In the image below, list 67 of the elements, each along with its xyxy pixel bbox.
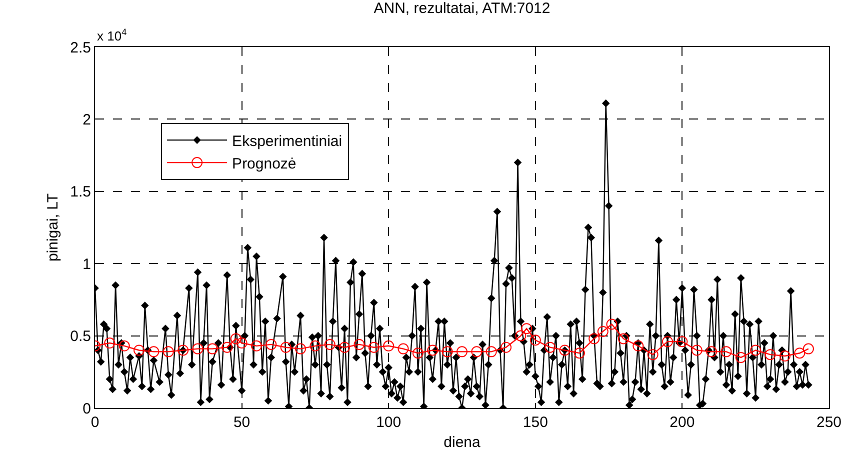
point <box>632 340 644 352</box>
point <box>266 338 277 350</box>
x-tick-label: 50 <box>233 414 250 431</box>
point <box>521 323 532 334</box>
point <box>662 336 674 348</box>
y-tick-label: 1 <box>82 256 91 273</box>
point <box>222 342 233 353</box>
point <box>295 343 306 354</box>
point <box>383 340 394 352</box>
point <box>750 344 762 356</box>
point <box>676 336 688 348</box>
point <box>236 338 248 349</box>
x-tick-label: 150 <box>522 414 548 431</box>
point <box>162 346 174 358</box>
point <box>720 346 732 358</box>
point <box>134 344 145 356</box>
point <box>515 330 526 342</box>
point <box>280 342 292 353</box>
legend-label: Eksperimentiniai <box>232 132 342 150</box>
point <box>368 342 380 353</box>
point <box>647 349 658 360</box>
point <box>691 344 702 356</box>
point <box>456 346 468 358</box>
text: x 10$^{4}$ <box>97 27 127 44</box>
point <box>412 348 424 359</box>
point <box>597 326 608 337</box>
y-axis-title: pinigai, LT <box>44 193 62 262</box>
point <box>544 342 556 353</box>
point <box>442 346 453 358</box>
point <box>104 338 116 349</box>
point <box>618 333 629 344</box>
x-axis-title: diena <box>444 434 482 451</box>
point <box>354 338 365 350</box>
point <box>802 343 814 354</box>
point <box>574 348 585 359</box>
point <box>500 342 512 353</box>
point <box>206 343 218 354</box>
x-tick-label: 200 <box>670 414 695 431</box>
x-tick-label: 100 <box>376 414 402 431</box>
point <box>486 346 497 358</box>
point <box>427 344 438 356</box>
y-tick-label: 2.5 <box>70 39 91 56</box>
chart-title: ANN, rezultatai, ATM:7012 <box>374 0 550 17</box>
x-tick-label: 250 <box>816 414 842 431</box>
point <box>706 346 718 358</box>
y-tick-label: 0 <box>82 400 91 418</box>
point <box>471 346 482 358</box>
y-tick-label: 2 <box>82 111 91 128</box>
point <box>339 342 350 353</box>
point <box>324 338 336 350</box>
point <box>794 348 806 359</box>
y-tick-label: 0.5 <box>70 328 91 346</box>
point <box>250 340 262 352</box>
point <box>398 343 409 354</box>
point <box>588 333 600 344</box>
point <box>310 340 321 352</box>
point <box>192 343 204 354</box>
point <box>530 334 541 346</box>
point <box>779 350 790 362</box>
legend-label: Prognozė <box>232 155 296 172</box>
point <box>606 318 618 330</box>
point <box>148 346 160 358</box>
point <box>764 349 776 360</box>
point <box>118 340 130 352</box>
point <box>735 352 746 363</box>
point <box>230 333 242 344</box>
y-tick-label: 1.5 <box>70 184 91 201</box>
